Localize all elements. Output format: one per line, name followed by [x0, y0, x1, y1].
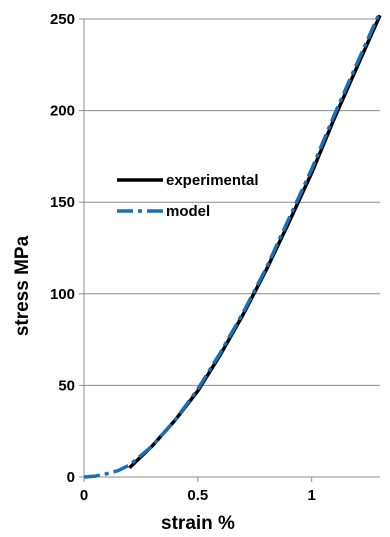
x-tick-label: 0.5	[187, 487, 208, 504]
y-tick-label: 50	[58, 377, 75, 394]
series-lines	[84, 10, 382, 479]
series-line-experimental	[128, 14, 382, 470]
gridlines	[84, 18, 380, 386]
x-tick-labels: 0 0.5 1	[80, 487, 316, 504]
y-tick-label: 100	[50, 286, 75, 303]
y-tick-labels: 0 50 100 150 200 250	[50, 11, 75, 486]
y-tick-label: 200	[50, 103, 75, 120]
x-axis-title: strain %	[161, 513, 235, 534]
y-tick-label: 250	[50, 11, 75, 28]
y-axis-title: stress MPa	[12, 235, 33, 336]
y-tick-label: 0	[67, 469, 75, 486]
series-line-model	[84, 10, 382, 479]
y-tick-label: 150	[50, 194, 75, 211]
legend-label-experimental: experimental	[166, 172, 259, 189]
axes	[79, 18, 380, 482]
legend: experimental model	[117, 172, 259, 220]
x-tick-label: 0	[80, 487, 88, 504]
x-tick-label: 1	[308, 487, 316, 504]
legend-label-model: model	[166, 203, 210, 220]
